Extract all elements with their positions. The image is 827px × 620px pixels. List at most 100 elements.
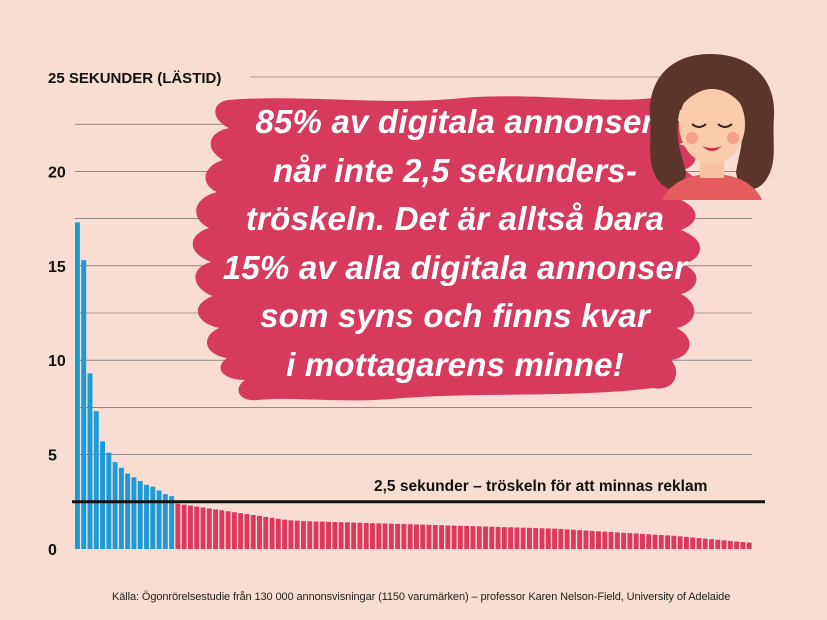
bar (301, 521, 306, 549)
bar (495, 526, 501, 549)
bar (640, 533, 645, 549)
bar (734, 541, 740, 549)
bar (395, 523, 401, 549)
bar (451, 525, 457, 549)
bar (464, 525, 470, 549)
bar (125, 473, 131, 549)
bar (539, 528, 545, 549)
bar (156, 490, 162, 549)
bar (370, 523, 375, 549)
bar (407, 524, 413, 549)
y-tick-label: 25 SEKUNDER (LÄSTID) (48, 70, 221, 87)
bar (162, 494, 168, 549)
bar (558, 528, 564, 549)
bar (652, 534, 658, 549)
bar (520, 527, 526, 549)
bar (319, 521, 325, 549)
bar (545, 528, 551, 549)
bar (577, 530, 583, 549)
bar (696, 538, 702, 549)
bar (677, 536, 683, 549)
bar (583, 530, 589, 549)
y-tick-label: 5 (48, 448, 57, 465)
callout-line: 85% av digitala annonser (255, 103, 655, 140)
bar (527, 527, 532, 549)
bar (188, 505, 193, 549)
bar (501, 527, 507, 549)
bar (633, 533, 639, 549)
bar (200, 507, 206, 549)
bar (231, 512, 237, 549)
bar (614, 532, 620, 549)
bar (401, 524, 407, 549)
bar (282, 519, 288, 549)
bar (338, 522, 344, 549)
bar (476, 526, 482, 549)
bar (470, 526, 476, 549)
bar (746, 542, 752, 549)
bar (357, 522, 363, 549)
hair (649, 54, 775, 190)
bar (244, 514, 250, 549)
callout-line: i mottagarens minne! (286, 345, 624, 383)
callout-line: 15% av alla digitala annonser (222, 248, 688, 286)
callout-line: tröskeln. Det är alltså bara (245, 200, 665, 237)
bar (118, 467, 124, 549)
bar (75, 222, 80, 549)
bar (219, 510, 225, 549)
bars (75, 222, 752, 549)
bar (332, 522, 338, 549)
bar (137, 481, 143, 549)
bar (169, 496, 175, 549)
bar (445, 525, 451, 549)
top-shirt (662, 174, 762, 200)
bar (181, 504, 187, 549)
bar (483, 526, 488, 549)
bar (646, 534, 652, 549)
bar (589, 530, 595, 549)
face (679, 84, 745, 164)
bar (432, 525, 438, 549)
bar (238, 513, 244, 549)
bar (388, 523, 394, 549)
bar (100, 441, 106, 549)
bar (596, 531, 601, 549)
threshold-label: 2,5 sekunder – tröskeln för att minnas r… (374, 478, 708, 495)
bar (564, 529, 570, 549)
y-tick-label: 10 (48, 353, 66, 370)
bar (213, 509, 219, 549)
bar (489, 526, 495, 549)
bar (420, 524, 426, 549)
bar (87, 373, 93, 549)
bar (715, 539, 721, 549)
bar (313, 521, 319, 549)
bar (671, 535, 677, 549)
bar (344, 522, 350, 549)
bar (363, 522, 369, 549)
bar (93, 411, 99, 549)
bar (721, 540, 727, 549)
bar (570, 529, 576, 549)
bar (658, 535, 664, 549)
bar (439, 525, 445, 549)
callout-line: som syns och finns kvar (260, 297, 650, 334)
bar (608, 532, 614, 549)
bar (702, 538, 708, 549)
bar (175, 503, 181, 549)
bar (351, 522, 357, 549)
bar (288, 520, 294, 549)
bar (457, 525, 463, 549)
bar (665, 535, 671, 549)
bar (621, 532, 627, 549)
bar (307, 521, 313, 549)
bar (683, 536, 689, 549)
bar (206, 508, 212, 549)
source-note: Källa: Ögonrörelsestudie från 130 000 an… (112, 591, 731, 603)
y-tick-label: 20 (48, 164, 66, 181)
callout-text: 85% av digitala annonser når inte 2,5 sek… (205, 98, 705, 389)
bar (533, 528, 539, 549)
bar (552, 528, 558, 549)
bar (225, 511, 231, 549)
bar (275, 518, 281, 549)
